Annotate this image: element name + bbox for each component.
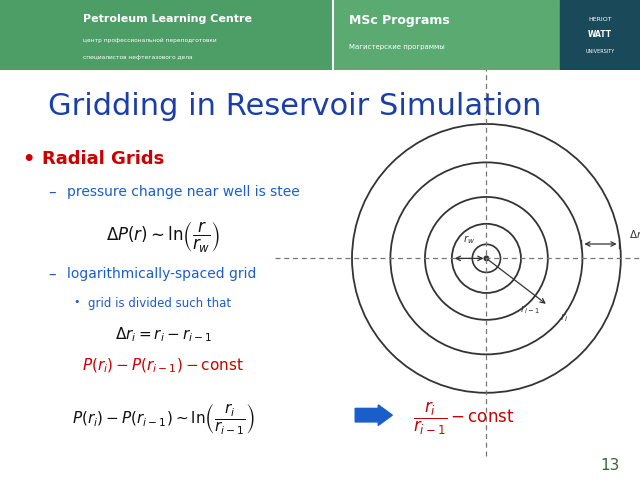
Text: MSc Programs: MSc Programs — [349, 14, 449, 27]
Text: $P(r_i) - P(r_{i-1}) \sim \ln\!\left(\dfrac{r_i}{r_{i-1}}\right)$: $P(r_i) - P(r_{i-1}) \sim \ln\!\left(\df… — [72, 402, 255, 437]
Text: –: – — [48, 266, 56, 282]
Text: •: • — [74, 298, 80, 307]
Ellipse shape — [484, 256, 489, 261]
Text: UNIVERSITY: UNIVERSITY — [586, 49, 614, 54]
Text: logarithmically-spaced grid: logarithmically-spaced grid — [67, 266, 257, 281]
Text: 13: 13 — [600, 457, 620, 473]
Text: специалистов нефтегазового дела: специалистов нефтегазового дела — [83, 55, 193, 60]
Text: •: • — [22, 150, 35, 168]
Text: $\Delta P(r) \sim \ln\!\left(\dfrac{r}{r_w}\right)$: $\Delta P(r) \sim \ln\!\left(\dfrac{r}{r… — [106, 219, 220, 254]
Text: –: – — [48, 184, 56, 200]
Bar — [0, 0, 333, 70]
Text: Radial Grids: Radial Grids — [42, 150, 164, 168]
Text: $r_i$: $r_i$ — [559, 312, 568, 324]
FancyArrow shape — [355, 405, 392, 425]
Text: $\Delta r_i$: $\Delta r_i$ — [629, 228, 640, 242]
Text: WATT: WATT — [588, 30, 612, 39]
Text: pressure change near well is stee: pressure change near well is stee — [67, 184, 300, 199]
Text: $\dfrac{r_i}{r_{i-1}} - \mathrm{const}$: $\dfrac{r_i}{r_{i-1}} - \mathrm{const}$ — [413, 400, 515, 437]
Text: Магистерские программы: Магистерские программы — [349, 44, 445, 50]
Text: центр профессиональной переподготовки: центр профессиональной переподготовки — [83, 38, 217, 43]
Text: $P(r_i) - P(r_{i-1}) - \mathrm{const}$: $P(r_i) - P(r_{i-1}) - \mathrm{const}$ — [83, 357, 244, 375]
Text: grid is divided such that: grid is divided such that — [88, 298, 232, 311]
Text: Gridding in Reservoir Simulation: Gridding in Reservoir Simulation — [47, 92, 541, 121]
Text: $r_{i-1}$: $r_{i-1}$ — [520, 303, 540, 315]
Text: $r_w$: $r_w$ — [463, 233, 476, 246]
Text: $\Delta r_i = r_i - r_{i-1}$: $\Delta r_i = r_i - r_{i-1}$ — [115, 325, 212, 344]
Bar — [560, 0, 640, 70]
Text: HERIOT: HERIOT — [588, 17, 612, 22]
Text: Petroleum Learning Centre: Petroleum Learning Centre — [83, 14, 252, 24]
